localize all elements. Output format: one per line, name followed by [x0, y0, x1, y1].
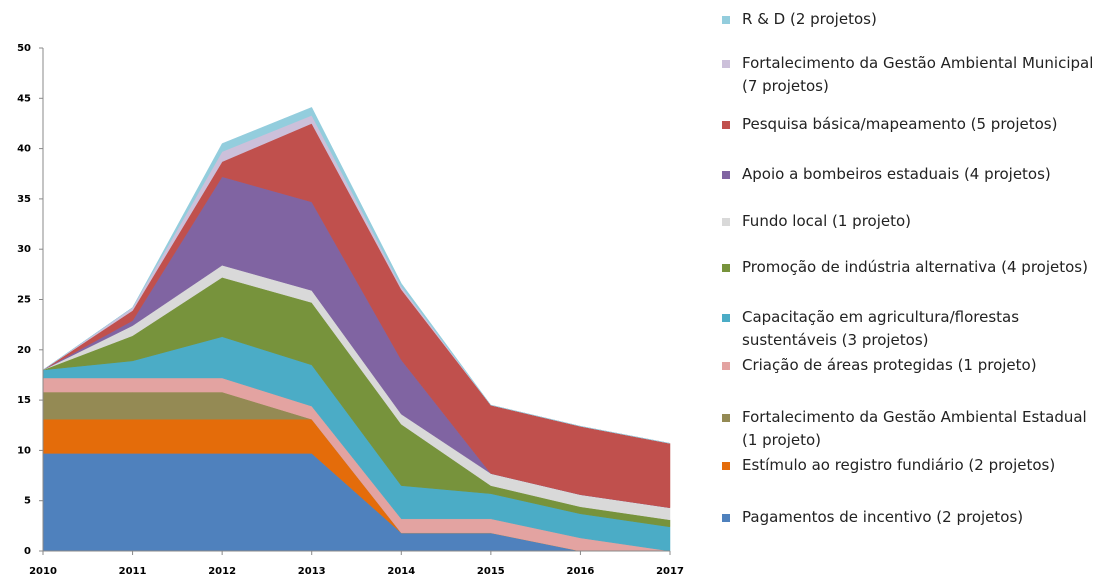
legend-entry: Promoção de indústria alternativa (4 pro… [722, 256, 1094, 279]
legend-label: Capacitação em agricultura/florestas sus… [742, 308, 1020, 349]
y-tick-label: 5 [24, 496, 31, 507]
y-tick-label: 30 [17, 244, 31, 255]
x-tick-label: 2011 [119, 566, 147, 577]
x-tick-label: 2010 [29, 566, 57, 577]
y-tick-label: 15 [17, 395, 31, 406]
area [42, 107, 671, 444]
legend-label: Fundo local (1 projeto) [742, 212, 912, 230]
x-tick-label: 2014 [387, 566, 415, 577]
legend-label: R & D (2 projetos) [742, 10, 877, 28]
legend-label: Fortalecimento da Gestão Ambiental Munic… [742, 54, 1094, 95]
y-tick-label: 0 [24, 546, 31, 557]
legend-swatch [722, 16, 730, 24]
y-tick-label: 20 [17, 345, 31, 356]
legend-entry: R & D (2 projetos) [722, 8, 1094, 31]
y-tick-label: 45 [17, 93, 31, 104]
legend-label: Criação de áreas protegidas (1 projeto) [742, 356, 1037, 374]
y-tick-label: 35 [17, 194, 31, 205]
legend-entry: Apoio a bombeiros estaduais (4 projetos) [722, 163, 1094, 186]
legend-label: Pesquisa básica/mapeamento (5 projetos) [742, 115, 1058, 133]
legend-entry: Capacitação em agricultura/florestas sus… [722, 306, 1094, 352]
y-tick-label: 50 [17, 43, 31, 54]
chart: 0 5 10 15 20 25 30 35 40 45 50 2010 2011 2012 2013 2014… [17, 43, 684, 577]
legend-swatch [722, 314, 730, 322]
legend-label: Estímulo ao registro fundiário (2 projet… [742, 456, 1056, 474]
legend-swatch [722, 60, 730, 68]
legend-entry: Fundo local (1 projeto) [722, 210, 1094, 233]
legend-label: Pagamentos de incentivo (2 projetos) [742, 508, 1024, 526]
x-tick-label: 2017 [656, 566, 684, 577]
legend-label: Fortalecimento da Gestão Ambiental Estad… [742, 408, 1087, 449]
legend-swatch [722, 462, 730, 470]
y-tick-label: 25 [17, 295, 31, 306]
legend-label: Apoio a bombeiros estaduais (4 projetos) [742, 165, 1051, 183]
y-tick-label: 10 [17, 445, 31, 456]
x-tick-label: 2015 [477, 566, 505, 577]
legend-entry: Fortalecimento da Gestão Ambiental Estad… [722, 406, 1094, 452]
legend-swatch [722, 514, 730, 522]
legend-entry: Pesquisa básica/mapeamento (5 projetos) [722, 113, 1094, 136]
y-tick-label: 40 [17, 144, 31, 155]
legend-swatch [722, 218, 730, 226]
legend-swatch [722, 264, 730, 272]
legend-swatch [722, 362, 730, 370]
legend-swatch [722, 414, 730, 422]
legend-swatch [722, 171, 730, 179]
x-tick-label: 2016 [567, 566, 595, 577]
x-tick-label: 2012 [208, 566, 236, 577]
legend-entry: Estímulo ao registro fundiário (2 projet… [722, 454, 1094, 477]
legend-entry: Fortalecimento da Gestão Ambiental Munic… [722, 52, 1094, 98]
legend-entry: Criação de áreas protegidas (1 projeto) [722, 354, 1094, 377]
legend-swatch [722, 121, 730, 129]
legend-label: Promoção de indústria alternativa (4 pro… [742, 258, 1088, 276]
x-tick-label: 2013 [298, 566, 326, 577]
legend-entry: Pagamentos de incentivo (2 projetos) [722, 506, 1094, 529]
